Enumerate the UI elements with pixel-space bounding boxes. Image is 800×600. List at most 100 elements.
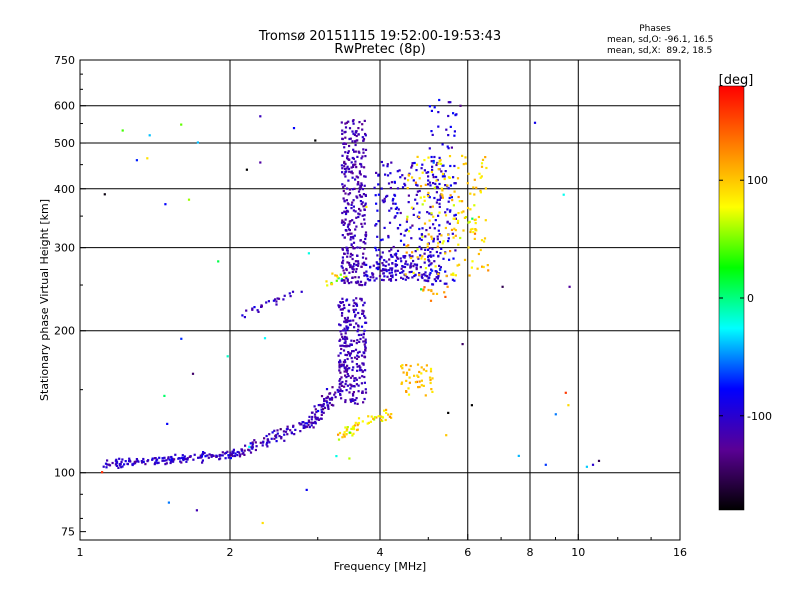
data-point (420, 372, 423, 375)
data-point (448, 258, 451, 261)
data-point (342, 197, 345, 200)
data-point (266, 438, 269, 441)
data-point (314, 422, 317, 425)
data-point (338, 304, 341, 308)
data-point (339, 308, 342, 311)
data-point (340, 121, 343, 124)
data-point (432, 292, 435, 295)
data-point (326, 396, 329, 399)
data-point (357, 181, 360, 184)
data-point (359, 173, 362, 176)
data-point (293, 433, 296, 436)
data-point (249, 451, 253, 454)
y-tick-label: 75 (61, 526, 75, 539)
data-point (342, 433, 345, 436)
data-point (358, 121, 361, 124)
data-point (364, 273, 367, 276)
data-point (346, 261, 349, 264)
data-point (120, 460, 123, 463)
data-point (428, 181, 432, 184)
data-point (345, 389, 348, 392)
data-point (351, 219, 354, 222)
data-point (344, 353, 347, 356)
data-point (342, 269, 345, 272)
data-point (341, 154, 344, 157)
data-point (364, 347, 367, 350)
data-point (441, 143, 444, 146)
data-point (348, 320, 351, 323)
data-point (361, 284, 364, 287)
data-point (361, 128, 364, 131)
data-point (274, 298, 277, 301)
x-tick-label: 8 (527, 546, 534, 559)
data-point (342, 279, 345, 282)
data-point (445, 274, 448, 277)
data-point (339, 371, 342, 374)
data-point (421, 171, 424, 174)
data-point (353, 377, 356, 380)
data-point (436, 238, 439, 241)
data-point (471, 227, 474, 231)
data-point (359, 209, 362, 212)
data-point (421, 276, 424, 280)
data-point (369, 265, 372, 268)
data-point (474, 228, 477, 231)
data-point (363, 222, 366, 225)
data-point (440, 170, 443, 173)
data-point (454, 274, 457, 277)
data-point (399, 176, 402, 179)
data-point (334, 274, 337, 277)
data-point (382, 279, 385, 282)
data-point (308, 426, 311, 429)
data-point (229, 454, 232, 457)
data-point (376, 235, 379, 238)
data-point (276, 297, 279, 300)
data-point (361, 312, 364, 315)
data-point (447, 233, 450, 236)
data-point (300, 423, 303, 426)
data-point (418, 370, 421, 374)
data-point (401, 367, 404, 370)
data-point (410, 206, 413, 209)
data-point (422, 288, 425, 291)
data-point (415, 193, 418, 196)
data-point (350, 427, 353, 430)
data-point (340, 365, 343, 368)
data-point (341, 436, 344, 439)
data-point (351, 253, 354, 257)
data-point (191, 372, 195, 375)
data-point (373, 186, 376, 189)
data-point (433, 260, 436, 263)
data-point (276, 432, 279, 435)
data-point (396, 187, 400, 190)
data-point (275, 300, 278, 303)
data-point (121, 465, 124, 468)
data-point (347, 351, 350, 354)
y-tick-label: 500 (54, 137, 75, 150)
data-point (348, 271, 351, 274)
data-point (344, 400, 347, 404)
data-point (350, 357, 353, 360)
data-point (336, 276, 339, 279)
data-point (396, 257, 400, 260)
data-point (402, 265, 405, 268)
data-point (339, 324, 342, 327)
data-point (400, 260, 403, 263)
data-point (265, 301, 268, 304)
data-point (124, 460, 127, 463)
data-point (348, 391, 351, 394)
data-point (473, 178, 476, 181)
data-point (452, 217, 455, 220)
data-point (225, 451, 228, 454)
data-point (248, 445, 251, 448)
data-point (243, 316, 246, 319)
data-point (469, 230, 472, 234)
data-point (305, 422, 309, 425)
data-point (470, 266, 473, 269)
data-point (363, 343, 366, 346)
data-point (423, 159, 426, 162)
data-point (369, 276, 372, 279)
data-point (319, 417, 323, 420)
data-point (426, 245, 429, 248)
